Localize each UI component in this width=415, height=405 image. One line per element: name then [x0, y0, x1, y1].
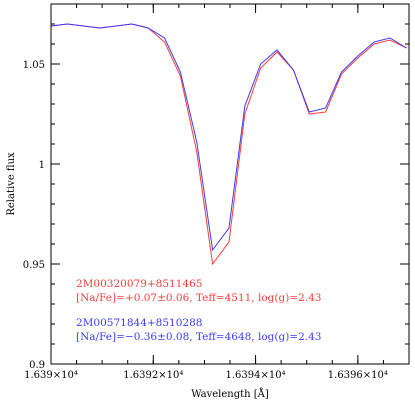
y-tick-label: 0.9	[29, 360, 45, 371]
x-axis-label: Wavelength [Å]	[191, 388, 269, 400]
legend-entry-2-name: 2M00571844+8510288	[76, 317, 202, 329]
plot-frame	[50, 3, 410, 365]
y-tick-label: 0.95	[23, 260, 45, 271]
x-tick-label: 1.6394×10⁴	[226, 370, 286, 381]
y-axis-label: Relative flux	[6, 152, 17, 216]
x-tick-label: 1.6392×10⁴	[123, 370, 183, 381]
y-tick-label: 1.05	[23, 60, 45, 71]
legend-entry-1-label: [Na/Fe]=+0.07±0.06, Teff=4511, log(g)=2.…	[76, 292, 321, 304]
x-tick-label: 1.6396×10⁴	[328, 370, 388, 381]
y-tick-label: 1	[39, 160, 45, 171]
series-line-2	[50, 23, 407, 252]
tick-labels-layer: 1.639×10⁴ 1.6392×10⁴ 1.6394×10⁴ 1.6396×10⁴ 0…	[23, 60, 388, 381]
ticks-layer	[50, 3, 410, 365]
x-tick-label: 1.639×10⁴	[24, 370, 78, 381]
legend-entry-2-label: [Na/Fe]=−0.36±0.08, Teff=4648, log(g)=2.…	[76, 331, 321, 343]
legend: 2M00320079+8511465 [Na/Fe]=+0.07±0.06, T…	[76, 278, 321, 343]
series-layer	[50, 23, 407, 266]
legend-entry-1-name: 2M00320079+8511465	[76, 278, 202, 290]
